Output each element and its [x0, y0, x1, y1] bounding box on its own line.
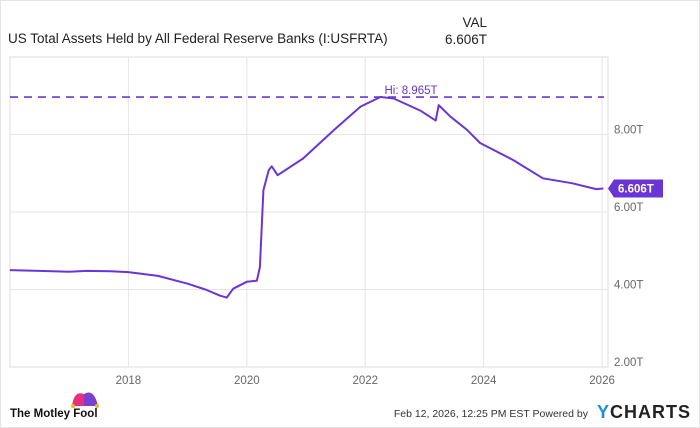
chart-title: US Total Assets Held by All Federal Rese…	[8, 31, 388, 46]
motley-fool-logo: The Motley Fool	[10, 392, 99, 420]
x-tick-label: 2020	[234, 375, 260, 387]
logo-text: The Motley Fool	[10, 408, 98, 420]
last-value-tag	[608, 179, 663, 198]
x-tick-label: 2024	[471, 375, 497, 387]
val-value: 6.606T	[445, 32, 488, 47]
x-tick-label: 2022	[352, 375, 378, 387]
y-tick-label: 8.00T	[614, 125, 643, 137]
series-line	[9, 95, 604, 299]
ycharts-text: CHARTS	[610, 402, 692, 422]
y-tick-label: 4.00T	[614, 280, 643, 292]
powered-by: Powered by	[532, 408, 588, 420]
val-column: VAL 6.606T	[445, 14, 487, 48]
y-tick-label: 2.00T	[614, 357, 643, 369]
y-tick-label: 6.00T	[614, 202, 643, 214]
ycharts-y: Y	[597, 402, 611, 422]
ycharts-logo[interactable]: YCHARTS	[597, 402, 691, 423]
footer-text: Feb 12, 2026, 12:25 PM EST Powered by	[394, 408, 588, 420]
last-value-label: 6.606T	[618, 184, 654, 196]
val-header: VAL	[462, 15, 488, 30]
high-label: Hi: 8.965T	[384, 85, 437, 97]
timestamp: Feb 12, 2026, 12:25 PM EST	[393, 408, 530, 420]
jester-hat-icon	[71, 392, 99, 408]
x-tick-label: 2018	[116, 375, 142, 387]
x-tick-label: 2026	[589, 375, 615, 387]
